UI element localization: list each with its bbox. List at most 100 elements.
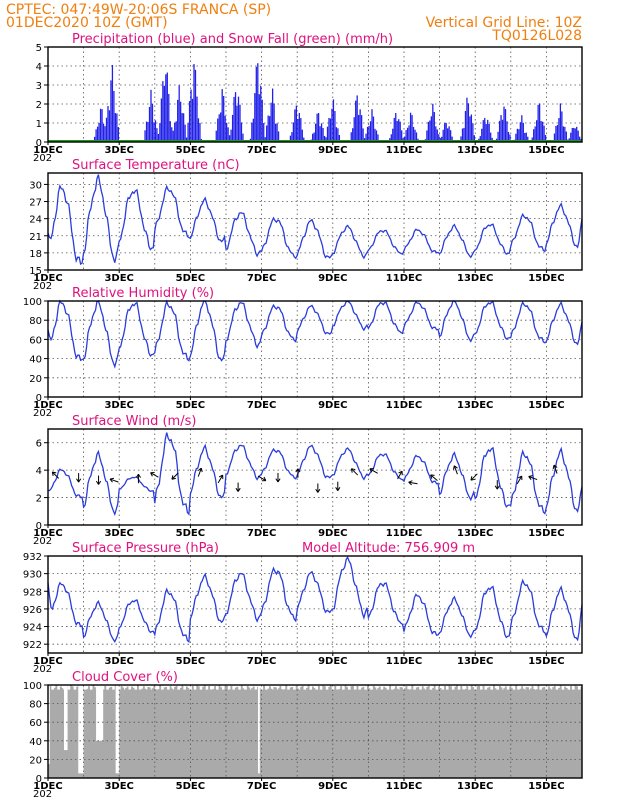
precip-bar <box>426 130 428 142</box>
precip-bar <box>190 89 192 142</box>
cloud-bar <box>137 685 139 691</box>
cloud-bar <box>277 688 280 691</box>
precip-bar <box>393 117 395 142</box>
cloud-bar <box>378 686 381 691</box>
y-tick-label: 30 <box>29 180 42 191</box>
cloud-bar <box>344 685 347 691</box>
precip-bar <box>197 118 200 142</box>
precip-bar <box>110 80 112 142</box>
cloud-bar <box>399 687 402 691</box>
cloud-bar <box>507 689 510 691</box>
wind-arrow-head <box>408 480 413 486</box>
precip-bar <box>239 104 241 142</box>
wind-arrow-shaft <box>197 467 202 477</box>
precip-bar <box>432 103 434 142</box>
cloud-bar <box>144 688 147 691</box>
cloud-bar <box>564 686 567 691</box>
precip-bar <box>556 124 559 142</box>
precip-bar <box>178 85 180 142</box>
wind-arrow-shaft <box>397 470 403 480</box>
wind-arrow-shaft <box>150 472 159 478</box>
precip-bar <box>107 106 109 142</box>
wind-arrow-shaft <box>516 475 523 485</box>
x-tick-label: 9DEC <box>318 528 347 539</box>
x-tick-label: 13DEC <box>457 656 493 667</box>
cloud-bar <box>122 687 125 691</box>
cloud-bar <box>356 685 359 691</box>
cloud-bar <box>263 685 265 691</box>
precip-bar <box>294 109 296 142</box>
wind-arrow-head <box>109 477 115 483</box>
cloud-bar <box>433 685 436 691</box>
precip-bar <box>177 99 179 142</box>
precip-bar <box>230 129 232 142</box>
cloud-bar <box>49 685 52 691</box>
cloud-bar <box>312 686 314 691</box>
precip-bar <box>252 118 254 142</box>
y-tick-label: 2 <box>36 494 42 505</box>
cloud-bar <box>212 688 215 691</box>
precip-bar <box>223 95 225 142</box>
precip-bar <box>429 120 431 142</box>
y-tick-label: 928 <box>23 587 42 598</box>
precip-bar <box>111 65 114 142</box>
cloud-bar <box>141 688 144 691</box>
cloud-bar <box>269 686 271 691</box>
cloud-bar <box>59 686 62 691</box>
cloud-bar <box>415 687 418 691</box>
precip-bar <box>298 112 300 142</box>
precip-bar <box>254 93 256 142</box>
precip-bar <box>538 103 541 142</box>
cloud-frame <box>47 684 583 779</box>
precip-bar <box>322 127 324 142</box>
precip-bar <box>257 63 259 143</box>
precip-bar <box>154 120 157 142</box>
cloud-bar <box>396 688 399 691</box>
precip-bar <box>524 132 526 142</box>
year-stub: 202 <box>33 408 52 419</box>
cloud-bar <box>83 689 86 691</box>
x-tick-label: 3DEC <box>104 145 133 156</box>
wind-arrow-head <box>150 472 155 477</box>
cloud-bar <box>355 689 357 691</box>
x-tick-label: 9DEC <box>318 145 347 156</box>
year-stub: 202 <box>33 281 52 292</box>
precip-bar <box>504 109 507 142</box>
wind-arrow-head <box>430 474 435 479</box>
precip-bar <box>337 128 339 142</box>
precip-bar <box>360 115 363 142</box>
cloud-bar <box>537 685 540 691</box>
precip-bar <box>332 99 335 142</box>
precip-bar <box>148 106 151 142</box>
cloud-bar <box>417 686 420 691</box>
y-tick-label: 60 <box>29 335 42 346</box>
cloud-bar <box>393 688 396 691</box>
precip-bar <box>555 126 557 142</box>
cloud-bar <box>295 686 298 691</box>
precip-bar <box>240 122 243 142</box>
cloud-bar <box>525 687 528 691</box>
cloud-title: Cloud Cover (%) <box>72 670 178 685</box>
cloud-gap <box>115 685 120 774</box>
cloud-bar <box>209 689 212 691</box>
precip-bar <box>166 72 168 142</box>
cloud-bar <box>280 689 283 691</box>
precip-bar <box>326 126 329 142</box>
x-tick-label: 15DEC <box>528 656 564 667</box>
precip-bar <box>98 122 100 142</box>
temp-title: Surface Temperature (nC) <box>72 158 240 173</box>
precip-bar <box>463 127 465 142</box>
precip-bar <box>270 102 272 142</box>
cloud-bar <box>240 685 243 691</box>
precip-bar <box>579 136 581 142</box>
cloud-bar <box>255 689 258 691</box>
precip-bar <box>147 122 149 142</box>
precip-bar <box>372 116 375 142</box>
precip-bar <box>329 118 332 142</box>
precip-bar <box>399 121 401 142</box>
precip-bar <box>114 113 117 142</box>
precip-bar <box>482 120 484 142</box>
cloud-bar <box>559 685 562 691</box>
cloud-bar <box>432 687 435 691</box>
